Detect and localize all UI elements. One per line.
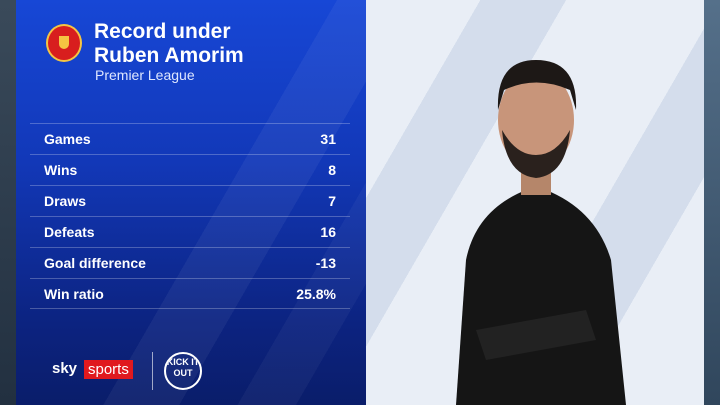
stat-row: Goal difference -13 — [30, 247, 350, 278]
sports-logo: sports — [84, 360, 133, 379]
stat-label: Draws — [44, 193, 87, 209]
stat-value: -13 — [315, 255, 336, 271]
stat-value: 8 — [328, 162, 336, 178]
man-utd-crest-icon — [46, 24, 82, 62]
stats-table: Games 31 Wins 8 Draws 7 Defeats 16 Goal diff… — [30, 123, 350, 309]
stat-row: Games 31 — [30, 123, 350, 154]
stat-label: Goal difference — [44, 255, 146, 271]
stat-label: Win ratio — [44, 285, 104, 302]
manager-photo — [366, 0, 704, 405]
stat-row: Wins 8 — [30, 154, 350, 185]
title-line-1: Record under — [94, 20, 231, 43]
stat-value: 7 — [328, 193, 336, 209]
kick-it-out-logo: KICK IT OUT — [164, 352, 202, 390]
competition-subtitle: Premier League — [95, 67, 195, 83]
stats-panel: Record under Ruben Amorim Premier League … — [16, 0, 366, 405]
stat-value: 16 — [320, 224, 336, 240]
stat-label: Games — [44, 131, 91, 147]
stat-label: Wins — [44, 162, 78, 178]
stadium-background-left — [0, 0, 16, 405]
stat-row: Win ratio 25.8% — [30, 278, 350, 309]
manager-figure — [456, 60, 626, 405]
sky-logo: sky — [52, 360, 78, 377]
stat-label: Defeats — [44, 224, 95, 240]
stat-row: Defeats 16 — [30, 216, 350, 247]
title-line-2: Ruben Amorim — [94, 44, 244, 67]
logo-divider — [152, 352, 153, 390]
stat-value: 25.8% — [296, 285, 336, 302]
page-title: Record under Ruben Amorim — [94, 20, 244, 68]
stat-value: 31 — [320, 131, 336, 147]
stadium-background-right — [704, 0, 720, 405]
stat-row: Draws 7 — [30, 185, 350, 216]
